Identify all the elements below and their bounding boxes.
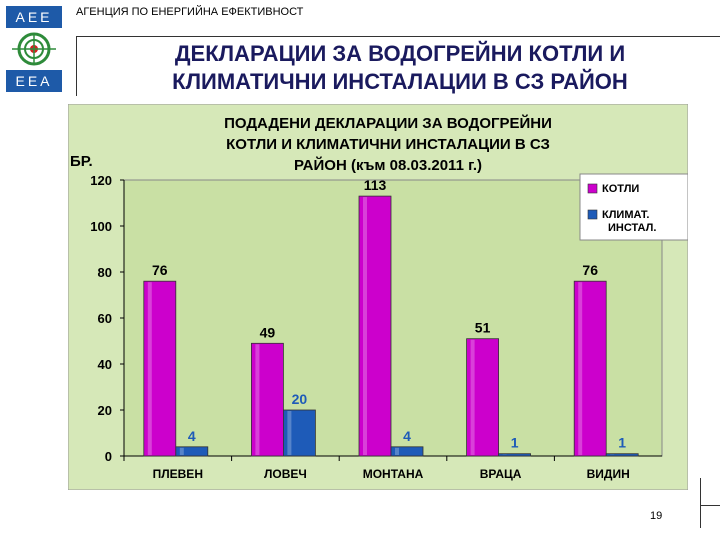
chart-container: ПОДАДЕНИ ДЕКЛАРАЦИИ ЗА ВОДОГРЕЙНИ КОТЛИ И… [67, 103, 689, 491]
bar-klimat [282, 409, 316, 457]
bar-klimat [498, 453, 532, 457]
data-label: 49 [260, 324, 276, 340]
bar-kotli [573, 280, 607, 457]
bar-chart: ПОДАДЕНИ ДЕКЛАРАЦИИ ЗА ВОДОГРЕЙНИ КОТЛИ И… [67, 103, 689, 491]
bar-kotli [250, 342, 284, 457]
header-vertical-divider [76, 36, 77, 96]
y-axis-label: БР. [70, 153, 93, 170]
footer-divider [700, 505, 720, 506]
logo-bottom-text: EEA [6, 70, 62, 92]
x-tick-label: ВРАЦА [480, 467, 522, 481]
bar-highlight [287, 411, 292, 455]
y-tick-label: 60 [98, 311, 112, 326]
y-tick-label: 20 [98, 403, 112, 418]
y-tick-label: 80 [98, 265, 112, 280]
slide-title-line1: ДЕКЛАРАЦИИ ЗА ВОДОГРЕЙНИ КОТЛИ И [174, 41, 626, 66]
y-tick-label: 40 [98, 357, 112, 372]
data-label: 1 [618, 435, 626, 451]
legend-swatch [587, 183, 598, 194]
y-tick-label: 100 [90, 219, 112, 234]
bar-highlight [363, 197, 367, 455]
header-divider [76, 36, 720, 37]
data-label: 4 [403, 428, 411, 444]
chart-title-line: ПОДАДЕНИ ДЕКЛАРАЦИИ ЗА ВОДОГРЕЙНИ [224, 114, 552, 132]
legend-label: КОТЛИ [602, 183, 639, 195]
data-label: 51 [475, 320, 491, 336]
bar-kotli [358, 195, 392, 457]
slide-number: 19 [650, 510, 663, 522]
bar-klimat [175, 446, 209, 457]
bar-highlight [179, 447, 184, 455]
data-label: 76 [152, 262, 168, 278]
bar-klimat [390, 446, 424, 457]
x-tick-label: ВИДИН [587, 467, 630, 481]
x-tick-label: ПЛЕВЕН [153, 467, 203, 481]
slide-title-line2: КЛИМАТИЧНИ ИНСТАЛАЦИИ В СЗ РАЙОН [172, 69, 628, 94]
bar-highlight [147, 282, 152, 455]
bar-klimat [605, 453, 639, 457]
logo-emblem-icon [6, 30, 62, 68]
y-tick-label: 0 [105, 449, 112, 464]
logo-top-text: AEE [6, 6, 62, 28]
slide-title: ДЕКЛАРАЦИИ ЗА ВОДОГРЕЙНИ КОТЛИ И КЛИМАТИ… [100, 40, 700, 96]
bar-highlight [255, 344, 260, 455]
footer-vertical-divider [700, 478, 701, 528]
data-label: 4 [188, 428, 196, 444]
bar-highlight [395, 447, 399, 455]
agency-name: АГЕНЦИЯ ПО ЕНЕРГИЙНА ЕФЕКТИВНОСТ [76, 6, 304, 18]
y-tick-label: 120 [90, 173, 112, 188]
bar-kotli [143, 280, 177, 457]
plot-area [123, 179, 663, 457]
chart-title-line: РАЙОН (към 08.03.2011 г.) [294, 156, 482, 174]
chart-title-line: КОТЛИ И КЛИМАТИЧНИ ИНСТАЛАЦИИ В СЗ [226, 136, 550, 153]
legend-label: КЛИМАТ. [602, 209, 649, 221]
data-label: 113 [364, 177, 387, 193]
data-label: 1 [511, 435, 519, 451]
legend-swatch [587, 209, 598, 220]
x-tick-label: МОНТАНА [363, 467, 424, 481]
legend-label: ИНСТАЛ. [608, 222, 656, 234]
data-label: 76 [582, 262, 598, 278]
bar-highlight [470, 339, 475, 455]
data-label: 20 [292, 391, 308, 407]
bar-kotli [466, 338, 500, 457]
x-tick-label: ЛОВЕЧ [264, 467, 307, 481]
bar-highlight [578, 282, 583, 455]
agency-logo: AEE EEA [6, 6, 62, 92]
